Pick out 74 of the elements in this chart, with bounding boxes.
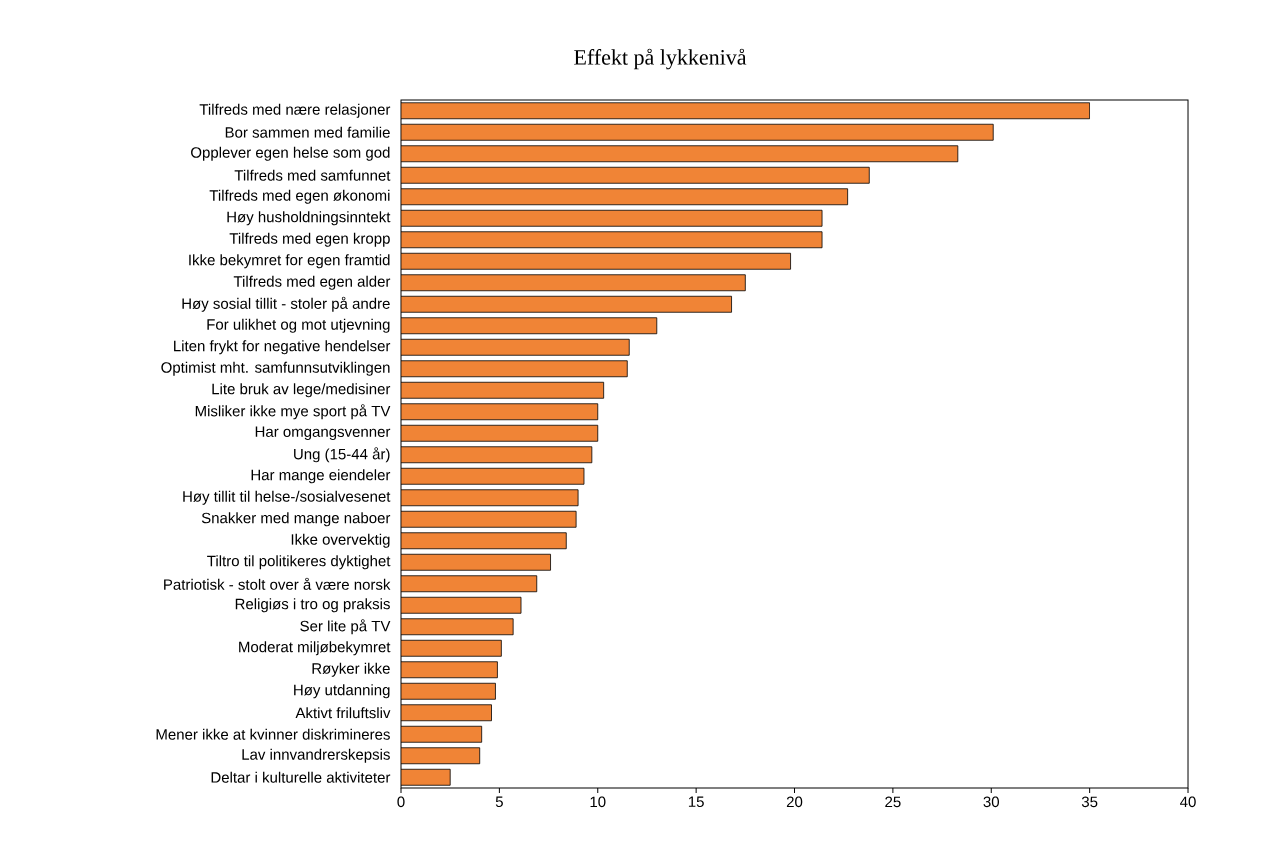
y-tick-label: Ikke bekymret for egen framtid — [189, 254, 390, 269]
bar — [401, 231, 823, 249]
bar — [401, 295, 732, 313]
bar — [401, 575, 538, 593]
y-tick-label: Moderat miljøbekymret — [239, 641, 391, 656]
bar — [401, 553, 551, 571]
y-tick-label: Høy sosial tillit - stoler på andre — [182, 296, 390, 312]
bar — [401, 510, 577, 528]
bar — [401, 768, 451, 786]
bar — [401, 467, 585, 485]
y-tick-label: Snakker med mange naboer — [201, 512, 391, 527]
bar — [401, 166, 870, 184]
y-tick-label: Tiltro til politikeres dyktighet — [207, 555, 391, 570]
y-tick-label: Aktivt friluftsliv — [295, 707, 391, 719]
bar — [401, 209, 823, 227]
bar — [401, 188, 849, 206]
y-tick-label: Religiøs i tro og praksis — [235, 598, 390, 613]
x-tick-label: 35 — [1081, 796, 1098, 808]
x-tick-label: 5 — [495, 796, 503, 807]
bar — [401, 639, 502, 657]
y-tick-label: Tilfreds med nære relasjoner — [199, 103, 391, 118]
y-tick-label: Lav innvandrerskepsis — [242, 748, 390, 763]
bar — [401, 381, 605, 399]
x-tick-label: 20 — [786, 796, 803, 808]
y-tick-label: Høy tillit til helse-/sosialvesenet — [183, 490, 391, 505]
y-tick-label: Har omgangsvenner — [255, 426, 391, 440]
bar — [401, 274, 746, 292]
y-tick-label: Patriotisk - stolt over å være norsk — [164, 577, 391, 590]
x-tick-label: 40 — [1180, 796, 1196, 808]
y-tick-label: Har mange eiendeler — [251, 469, 391, 484]
bar — [401, 532, 567, 550]
x-tick-label: 15 — [688, 796, 704, 807]
bar — [401, 317, 658, 335]
bar — [401, 145, 959, 163]
x-tick-label: 25 — [885, 796, 901, 808]
bar — [401, 360, 628, 378]
y-tick-label: Tilfreds med egen alder — [233, 275, 391, 290]
x-tick-label: 0 — [397, 796, 405, 808]
y-tick-label: Røyker ikke — [312, 662, 390, 677]
y-tick-label: Liten frykt for negative hendelser — [174, 340, 391, 355]
y-tick-label: Tilfreds med samfunnet — [234, 169, 391, 181]
y-tick-label: Høy utdanning — [294, 684, 390, 699]
bar — [401, 403, 599, 421]
y-tick-label: Bor sammen med familie — [225, 126, 390, 138]
y-tick-label: Lite bruk av lege/medisiner — [212, 383, 391, 398]
y-tick-label: Deltar i kulturelle aktiviteter — [211, 771, 391, 783]
bar — [401, 424, 599, 442]
y-tick-label: Tilfreds med egen økonomi — [209, 189, 390, 204]
bar — [401, 102, 1091, 120]
y-tick-label: Opplever egen helse som god — [191, 146, 390, 161]
y-tick-label: Misliker ikke mye sport på TV — [195, 404, 391, 420]
y-tick-label: Tilfreds med egen kropp — [229, 232, 390, 247]
x-tick-label: 30 — [983, 796, 1000, 808]
bar — [401, 123, 994, 141]
y-tick-label: Høy husholdningsinntekt — [227, 211, 391, 226]
y-tick-label: Mener ikke at kvinner diskrimineres — [156, 728, 390, 740]
bar — [401, 618, 514, 636]
bar — [401, 704, 492, 722]
bar — [401, 252, 791, 270]
bar — [401, 747, 481, 765]
y-tick-label: Ser lite på TV — [300, 619, 391, 635]
bar — [401, 725, 483, 743]
bar — [401, 661, 498, 679]
bar — [401, 682, 496, 700]
bar — [401, 338, 630, 356]
y-tick-label: Ikke overvektig — [291, 533, 390, 548]
y-tick-label: For ulikhet og mot utjevning — [207, 318, 390, 333]
chart-title: Effekt på lykkenivå — [574, 48, 747, 70]
bar — [401, 446, 593, 464]
bar — [401, 489, 579, 507]
y-tick-label: Optimist mht. samfunnsutviklingen — [161, 361, 390, 376]
bar — [401, 596, 522, 614]
y-tick-label: Ung (15-44 år) — [294, 447, 390, 463]
x-tick-label: 10 — [590, 796, 606, 808]
